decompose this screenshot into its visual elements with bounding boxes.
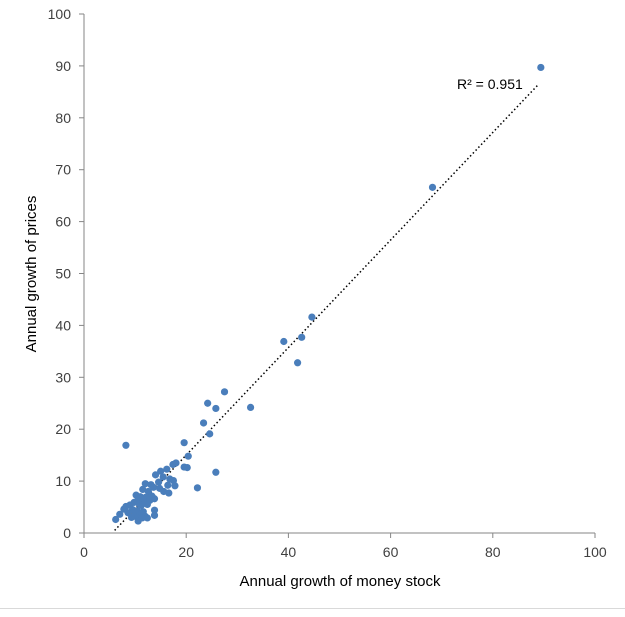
data-point [149, 483, 158, 491]
data-point [150, 495, 159, 503]
data-point [220, 388, 229, 396]
y-tick-label: 0 [63, 525, 71, 541]
x-tick-label: 100 [583, 544, 607, 560]
data-point [246, 403, 255, 412]
data-point [204, 399, 212, 407]
data-point [139, 485, 147, 494]
data-point [116, 510, 124, 518]
x-tick-label: 20 [178, 544, 194, 560]
data-point [134, 517, 142, 525]
data-point [428, 183, 437, 191]
data-point [143, 500, 151, 509]
data-point [155, 478, 163, 486]
data-point [199, 419, 208, 427]
data-point [169, 460, 177, 469]
y-tick-label: 60 [55, 214, 71, 230]
bottom-border [0, 608, 625, 617]
trendline [114, 83, 540, 531]
x-tick-label: 60 [383, 544, 399, 560]
y-tick-label: 40 [55, 317, 71, 333]
data-point [206, 430, 214, 438]
data-point [184, 452, 192, 460]
data-point [151, 471, 160, 479]
y-tick-label: 70 [55, 162, 71, 178]
points-layer [112, 63, 545, 525]
data-point [137, 501, 145, 510]
data-point [157, 467, 165, 475]
y-tick-label: 20 [55, 421, 71, 437]
data-point [150, 511, 159, 519]
data-point [141, 480, 149, 488]
data-point [293, 359, 302, 367]
data-point [537, 63, 545, 72]
data-point [163, 465, 171, 473]
x-tick-label: 80 [485, 544, 501, 560]
data-point [308, 313, 316, 321]
y-tick-label: 30 [55, 369, 71, 385]
x-tick-label: 0 [80, 544, 88, 560]
x-axis: 0 20 40 60 80 100 [80, 532, 607, 560]
y-tick-label: 10 [55, 473, 71, 489]
data-point [171, 482, 179, 490]
y-axis: 0 10 20 30 40 50 60 70 80 90 100 [48, 6, 85, 541]
r-squared-annotation: R² = 0.951 [457, 76, 523, 92]
trendline-layer [114, 83, 540, 531]
data-point [165, 489, 173, 497]
y-axis-title: Annual growth of prices [23, 196, 40, 353]
data-point [212, 468, 220, 476]
y-tick-label: 100 [48, 6, 72, 22]
data-point [193, 484, 202, 492]
y-tick-label: 50 [55, 266, 71, 282]
data-point [298, 333, 306, 341]
data-point [183, 464, 191, 472]
data-point [112, 515, 120, 524]
x-axis-title: Annual growth of money stock [240, 573, 441, 590]
data-point [212, 404, 220, 413]
data-point [164, 481, 172, 489]
data-point [122, 441, 130, 449]
data-point [280, 337, 288, 346]
x-tick-label: 40 [281, 544, 297, 560]
y-tick-label: 90 [55, 58, 71, 74]
data-point [180, 439, 188, 447]
y-tick-label: 80 [55, 110, 71, 126]
data-point [150, 506, 159, 514]
data-point [143, 514, 151, 522]
data-point [127, 513, 136, 522]
data-point [159, 473, 167, 481]
